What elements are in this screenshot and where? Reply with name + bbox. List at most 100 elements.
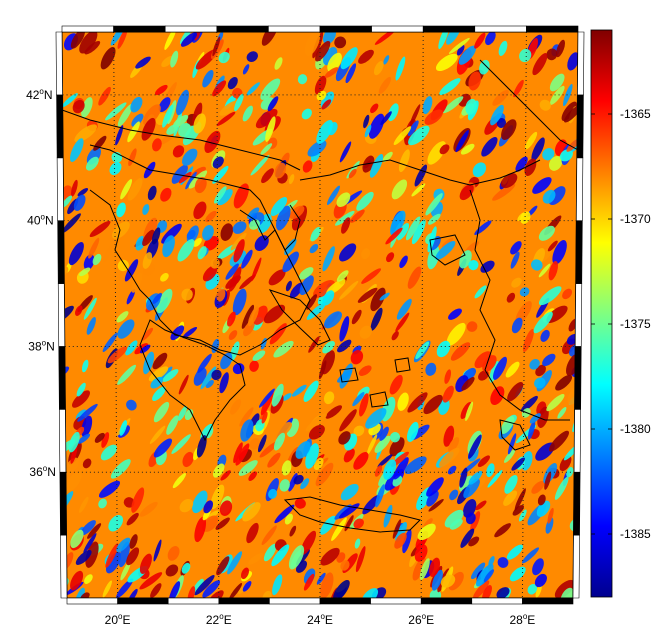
field-patch — [494, 523, 511, 538]
field-patch — [427, 245, 440, 270]
field-patch — [135, 56, 151, 69]
field-patch — [84, 40, 101, 55]
field-patch — [149, 425, 166, 444]
field-patch — [389, 432, 401, 443]
frame-segment — [371, 25, 424, 33]
field-patch — [429, 589, 442, 598]
field-patch — [83, 297, 97, 320]
field-patch — [176, 89, 189, 116]
field-patch — [411, 183, 426, 197]
coastline-cyclades-3 — [394, 357, 411, 373]
field-patch — [216, 111, 236, 126]
field-patch — [249, 360, 259, 372]
field-patch — [370, 103, 379, 114]
field-patch — [212, 463, 225, 478]
field-patch — [162, 235, 175, 258]
field-patch — [105, 551, 122, 574]
field-patch — [459, 184, 474, 201]
field-patch — [475, 563, 494, 587]
field-patch — [74, 124, 98, 143]
field-patch — [566, 138, 578, 152]
field-patch — [178, 171, 192, 184]
field-patch — [116, 578, 134, 598]
field-patch — [468, 536, 480, 547]
field-patch — [68, 242, 84, 266]
field-patch — [230, 232, 247, 251]
field-patch — [380, 111, 392, 126]
field-patch — [497, 557, 509, 568]
field-patch — [171, 434, 191, 454]
field-patch — [247, 306, 259, 327]
field-patch — [131, 272, 143, 293]
field-patch — [392, 519, 402, 539]
field-patch — [127, 588, 138, 598]
field-patch — [242, 105, 253, 122]
field-patch — [241, 249, 253, 269]
field-patch — [263, 304, 286, 324]
colorbar-ticks: -1365 -1370 -1375 -1380 -1385 — [591, 107, 651, 541]
field-patch — [160, 272, 169, 282]
field-patch — [234, 93, 244, 112]
field-patch — [355, 546, 366, 573]
field-patch — [407, 392, 428, 413]
field-patch — [552, 240, 567, 265]
frame-segment — [422, 25, 476, 33]
field-patch — [336, 192, 351, 207]
field-patch — [108, 514, 124, 532]
frame-segment — [216, 25, 269, 33]
longitude-label: 26oE — [408, 612, 434, 627]
field-patch — [546, 394, 565, 412]
field-patch — [448, 37, 470, 54]
field-patch — [391, 179, 408, 200]
field-patch — [540, 329, 550, 342]
field-patch — [365, 407, 387, 429]
field-patch — [468, 470, 483, 485]
coastline-north-balkans — [62, 109, 301, 171]
field-patch — [230, 399, 242, 415]
field-patch — [559, 149, 573, 162]
field-patch — [92, 253, 102, 266]
field-patch — [496, 587, 510, 598]
field-patch — [83, 254, 95, 271]
field-patch — [481, 137, 498, 157]
field-patch — [142, 229, 155, 247]
field-patch — [364, 124, 372, 138]
field-patch — [154, 84, 168, 96]
field-patch — [438, 32, 449, 50]
field-patch — [102, 245, 113, 263]
field-patch — [366, 434, 378, 455]
field-patch — [474, 32, 486, 49]
field-patch — [527, 420, 536, 440]
field-patch — [305, 413, 327, 432]
frame-segment — [526, 25, 579, 33]
field-patch — [299, 275, 314, 296]
field-patch — [85, 541, 99, 568]
field-patch — [354, 538, 361, 549]
field-patch — [261, 525, 277, 545]
field-patch — [377, 454, 393, 468]
longitude-label: 20oE — [105, 612, 131, 627]
field-patch — [81, 359, 89, 373]
field-patch — [375, 484, 385, 508]
field-patch — [460, 401, 472, 420]
field-patch — [550, 85, 565, 105]
field-patch — [170, 50, 179, 68]
field-patch — [322, 340, 335, 354]
field-patch — [337, 339, 352, 353]
map-frame-border — [55, 25, 585, 605]
field-patch — [260, 143, 273, 155]
field-patch — [532, 53, 548, 76]
field-patch — [361, 248, 371, 260]
field-patch — [178, 122, 192, 138]
field-patch — [70, 138, 84, 162]
field-patch — [197, 353, 212, 373]
field-patch — [100, 444, 117, 461]
field-patch — [235, 443, 250, 466]
field-patch — [395, 312, 410, 332]
field-patch — [249, 438, 261, 450]
field-patch — [257, 434, 267, 453]
field-patch — [76, 382, 86, 397]
field-patch — [315, 40, 331, 62]
field-patch — [75, 409, 87, 420]
field-patch — [369, 154, 384, 178]
